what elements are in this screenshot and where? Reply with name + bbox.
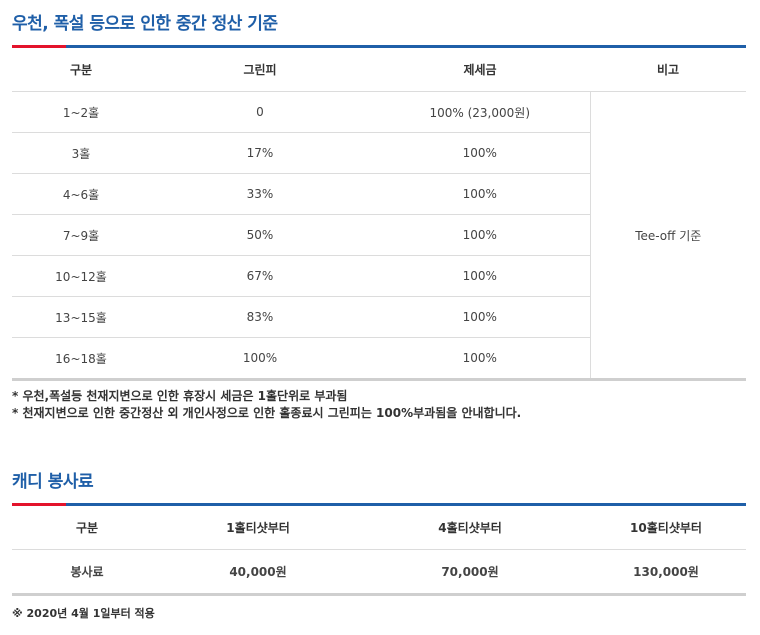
table-header-row: 구분 1홀티샷부터 4홀티샷부터 10홀티샷부터: [12, 506, 746, 550]
cell-holes: 16~18홀: [55, 351, 107, 366]
cell-holes: 7~9홀: [12, 214, 150, 256]
cell-label: 봉사료: [70, 565, 104, 579]
cell-green-fee: 67%: [150, 255, 370, 297]
header-category: 구분: [12, 48, 150, 92]
cell-holes: 13~15홀: [12, 296, 150, 338]
settlement-table: 구분 그린피 제세금 비고 1~2홀 0 100% (23,000원) Tee-…: [12, 48, 746, 381]
cell-green-fee: 0: [150, 91, 370, 133]
cell-tax: 100% (23,000원): [370, 91, 590, 133]
section-title-caddie-fee: 캐디 봉사료: [12, 472, 94, 492]
section-title-rain-settlement: 우천, 폭설 등으로 인한 중간 정산 기준: [12, 14, 278, 34]
cell-fee-hole-10: 130,000원: [633, 565, 699, 579]
cell-tax: 100%: [370, 296, 590, 338]
effective-date-note: ※ 2020년 4월 1일부터 적용: [12, 607, 155, 620]
title-accent: [12, 45, 66, 48]
cell-fee-hole-1: 40,000원: [229, 565, 287, 579]
table-row: 3홀 17% 100%: [12, 132, 746, 174]
caddie-fee-table: 구분 1홀티샷부터 4홀티샷부터 10홀티샷부터 봉사료 40,000원 70,…: [12, 506, 746, 596]
note-line: * 천재지변으로 인한 중간정산 외 개인사정으로 인한 홀종료시 그린피는 1…: [12, 406, 522, 420]
cell-fee-hole-4: 70,000원: [441, 565, 499, 579]
note-line: * 우천,폭설등 천재지변으로 인한 휴장시 세금은 1홀단위로 부과됨: [12, 389, 348, 403]
cell-tax: 100%: [370, 214, 590, 256]
table-row: 봉사료 40,000원 70,000원 130,000원: [12, 550, 746, 595]
header-remark: 비고: [590, 48, 746, 92]
cell-green-fee: 50%: [150, 214, 370, 256]
cell-holes: 10~12홀: [12, 255, 150, 297]
cell-tax: 100%: [370, 132, 590, 174]
header-from-hole-4: 4홀티샷부터: [354, 506, 586, 550]
cell-green-fee: 100%: [242, 351, 278, 365]
header-tax: 제세금: [370, 48, 590, 92]
cell-holes: 1~2홀: [12, 91, 150, 133]
cell-tax: 100%: [370, 255, 590, 297]
cell-remark: Tee-off 기준: [589, 91, 746, 380]
cell-holes: 4~6홀: [12, 173, 150, 215]
table-row: 13~15홀 83% 100%: [12, 296, 746, 338]
table-row: 16~18홀 100% 100%: [12, 338, 746, 380]
table-row: 7~9홀 50% 100%: [12, 214, 746, 256]
table-row: 4~6홀 33% 100%: [12, 173, 746, 215]
table-row: 1~2홀 0 100% (23,000원) Tee-off 기준: [12, 91, 746, 380]
cell-green-fee: 33%: [150, 173, 370, 215]
cell-tax: 100%: [462, 351, 497, 365]
section-title-underline: [12, 503, 746, 506]
header-green-fee: 그린피: [150, 48, 370, 92]
header-category: 구분: [12, 506, 162, 550]
section-title-underline: [12, 45, 746, 48]
table-header-row: 구분 그린피 제세금 비고: [12, 48, 746, 92]
title-accent: [12, 503, 66, 506]
table-row: 10~12홀 67% 100%: [12, 255, 746, 297]
header-from-hole-10: 10홀티샷부터: [586, 506, 746, 550]
cell-holes: 3홀: [12, 132, 150, 174]
header-from-hole-1: 1홀티샷부터: [162, 506, 354, 550]
cell-tax: 100%: [370, 173, 590, 215]
settlement-notes: * 우천,폭설등 천재지변으로 인한 휴장시 세금은 1홀단위로 부과됨 * 천…: [12, 388, 521, 422]
cell-green-fee: 83%: [150, 296, 370, 338]
cell-green-fee: 17%: [150, 132, 370, 174]
